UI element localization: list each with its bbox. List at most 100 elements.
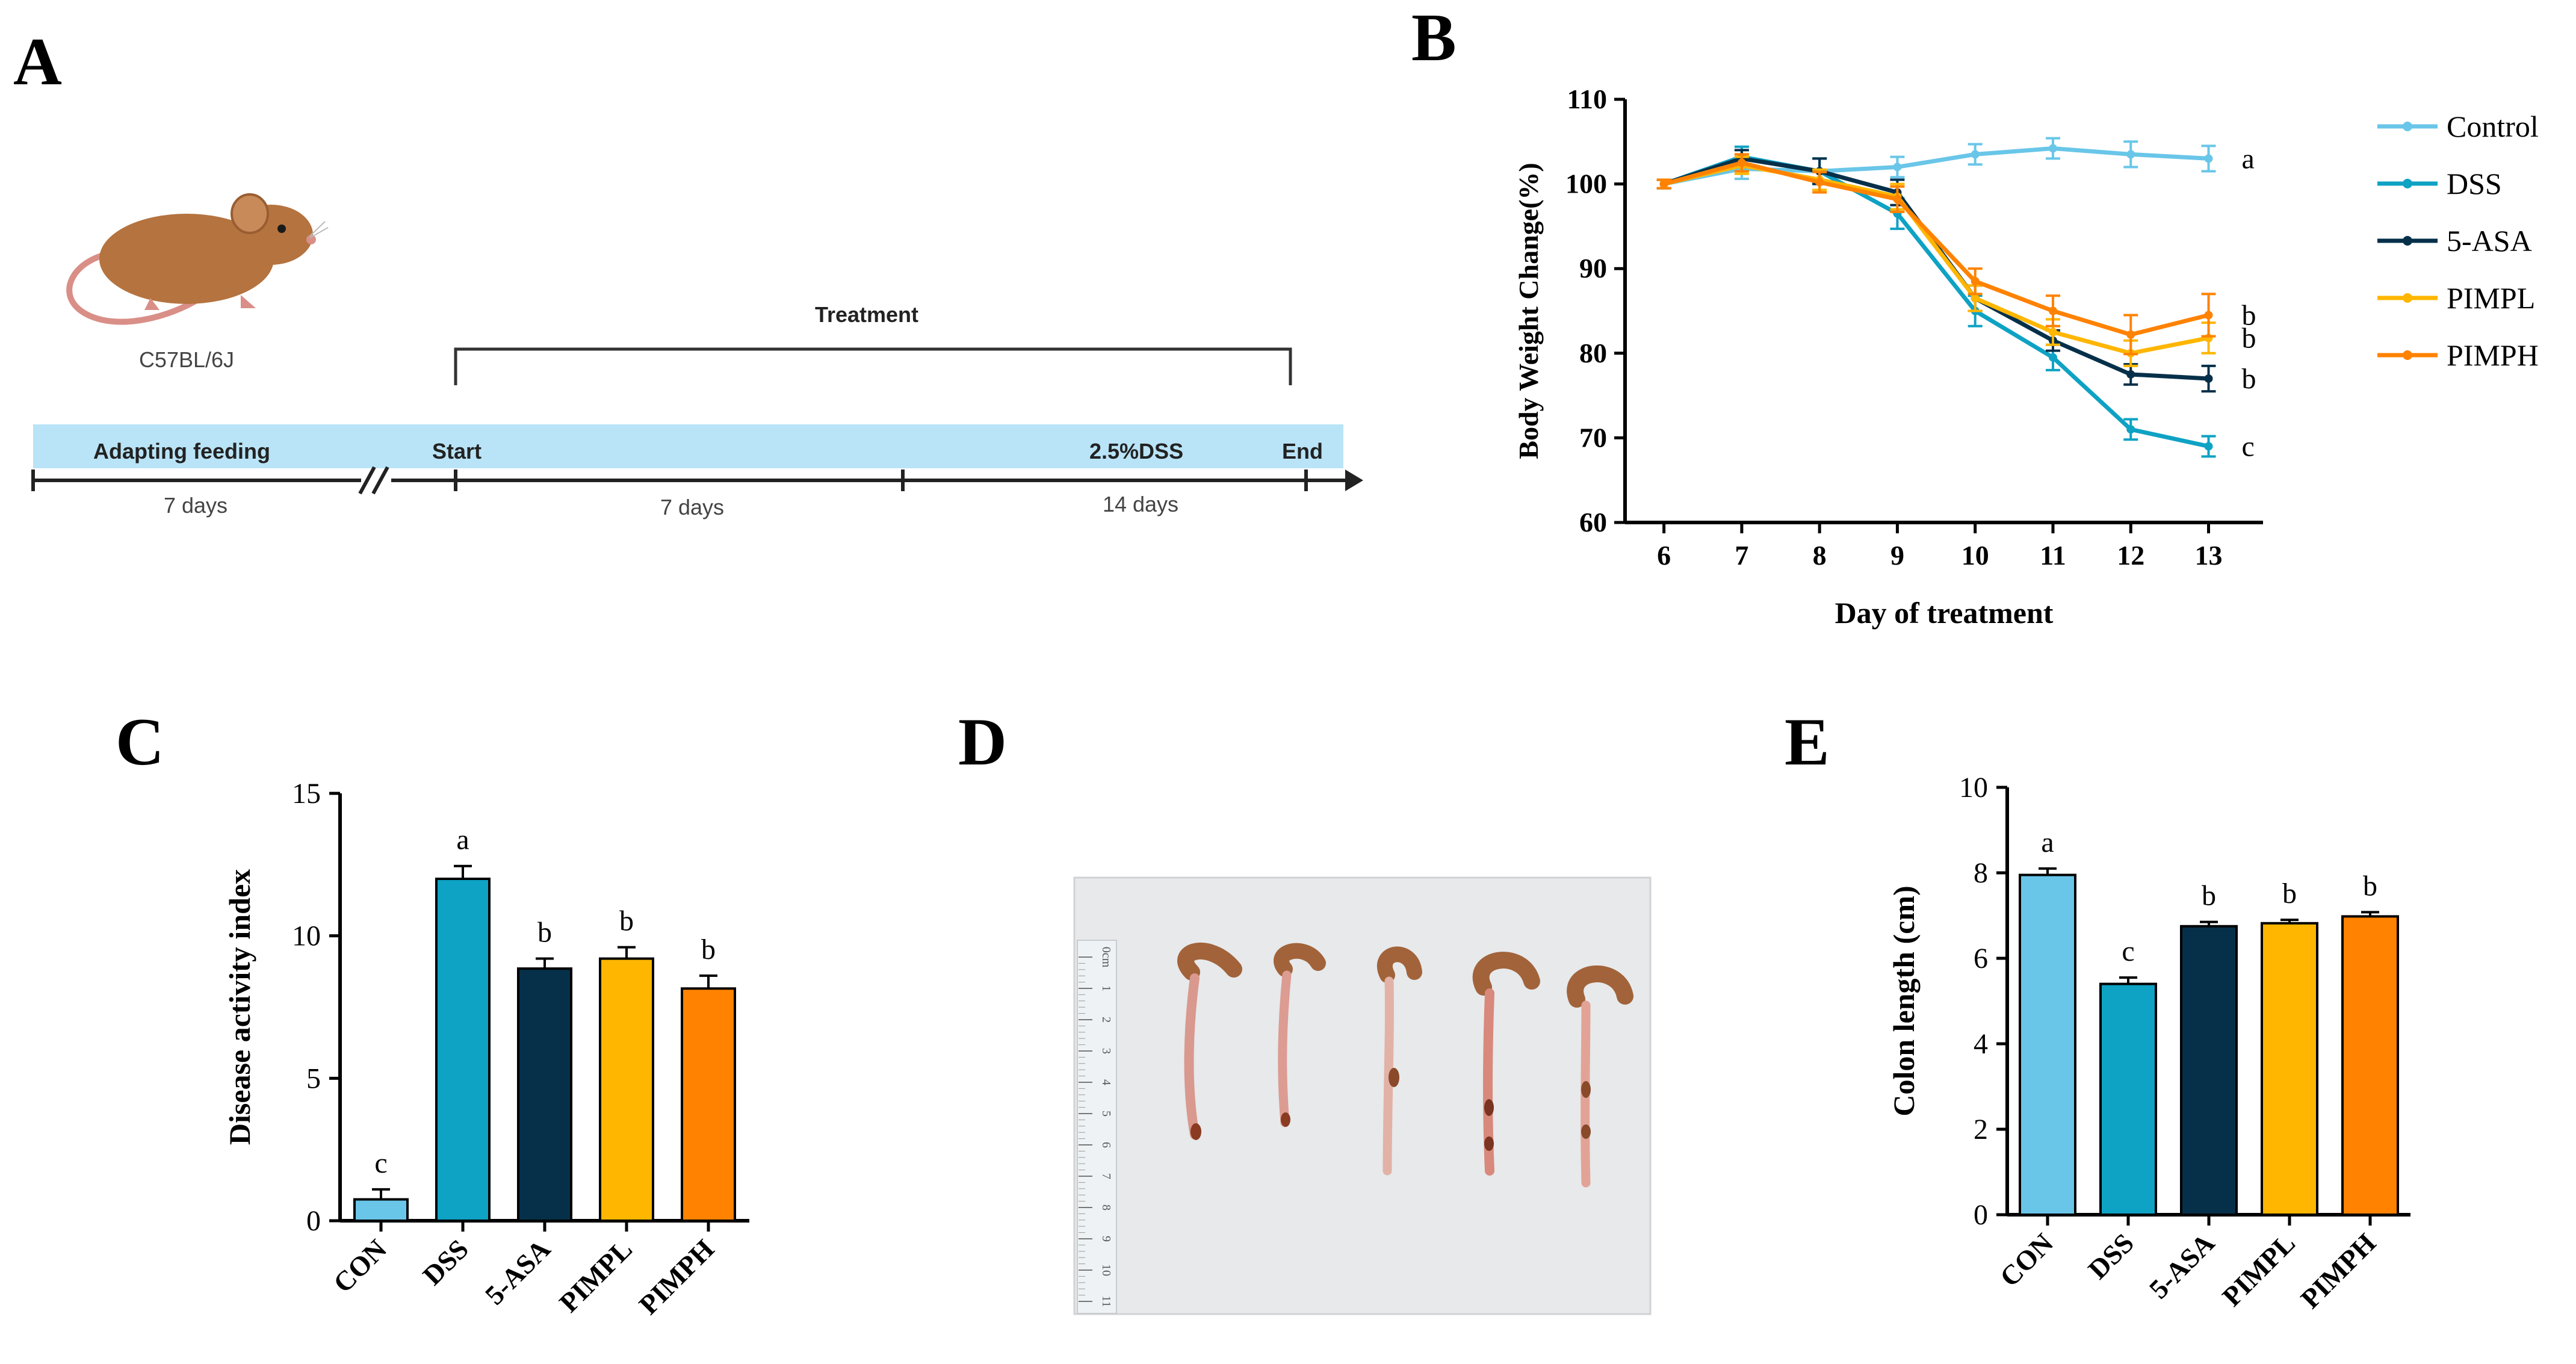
x-tick-label: CON [327, 1233, 392, 1298]
ruler-number: 6 [1100, 1142, 1113, 1148]
x-tick-label: 10 [1961, 540, 1989, 571]
series-line [1663, 155, 2209, 448]
colon-sample-3 [1377, 946, 1422, 1176]
y-tick-label: 100 [1565, 169, 1607, 199]
series-line [1663, 160, 2209, 337]
legend-label: 5-ASA [2447, 224, 2532, 258]
ruler-number: 2 [1100, 1017, 1113, 1023]
colon-sample-5 [1567, 965, 1633, 1188]
data-point [2126, 425, 2135, 434]
ruler-number: 7 [1100, 1173, 1113, 1179]
legend-marker [2403, 122, 2412, 131]
significance-letter: c [2122, 935, 2134, 967]
data-point [2204, 442, 2213, 451]
significance-letter: a [2242, 143, 2255, 175]
legend-label: PIMPL [2447, 281, 2535, 315]
data-point [1659, 179, 1668, 188]
colon-photo: 0cm 1 2 3 4 5 6 7 8 9 10 11 [1073, 876, 1652, 1315]
start-label: Start [432, 439, 481, 463]
panel-d: D 0cm 1 2 3 4 5 6 7 8 9 10 11 [958, 705, 1652, 1315]
y-tick-label: 0 [306, 1205, 321, 1237]
bar-con [2019, 873, 2076, 1217]
significance-letter: c [374, 1147, 387, 1179]
x-tick-label: 12 [2117, 540, 2144, 571]
data-point [1815, 178, 1824, 187]
data-point [2204, 311, 2213, 320]
x-tick-label: 6 [1657, 540, 1671, 571]
x-tick-label: 5-ASA [479, 1233, 556, 1310]
data-point [2126, 370, 2135, 379]
panel-label-e: E [1785, 705, 1830, 780]
timeline-arrow [1345, 470, 1363, 491]
significance-letter: b [2242, 300, 2256, 332]
significance-letter: b [2282, 878, 2297, 910]
mouse-nose [306, 235, 316, 244]
x-tick-label: DSS [416, 1233, 474, 1291]
ruler-number: 5 [1100, 1111, 1113, 1117]
x-tick-label: DSS [2082, 1227, 2140, 1285]
y-tick-label: 0 [1974, 1199, 1988, 1231]
bar-pimph [2341, 915, 2399, 1217]
ruler-number: 0cm [1100, 947, 1113, 968]
x-tick-label: 9 [1890, 540, 1904, 571]
ruler-number: 8 [1100, 1204, 1113, 1211]
panel-label-c: C [116, 705, 164, 780]
data-point [1971, 294, 1980, 303]
x-tick-label: PIMPH [633, 1233, 720, 1321]
y-tick-label: 5 [306, 1062, 321, 1094]
y-tick-label: 10 [292, 920, 321, 952]
y-tick-label: 15 [292, 778, 321, 810]
panel-label-a: A [13, 25, 62, 99]
data-point [1893, 194, 1902, 203]
mouse-ear [231, 193, 269, 234]
significance-letter: a [456, 824, 469, 856]
bar-pimpl [599, 957, 654, 1222]
data-point [2048, 144, 2057, 153]
bar-pimpl [2261, 922, 2318, 1217]
line-chart-body-weight: 60 70 80 90 100 110 6 7 8 9 10 11 12 13 Day of treatme… [1513, 84, 2539, 630]
y-axis-label: Colon length (cm) [1887, 885, 1921, 1116]
bar-5-asa [2180, 925, 2238, 1216]
significance-letter: b [2202, 880, 2216, 912]
y-tick-label: 8 [1974, 857, 1988, 889]
legend-label: DSS [2447, 167, 2502, 200]
ruler-number: 3 [1100, 1048, 1113, 1054]
legend-label: Control [2447, 110, 2539, 143]
x-tick-label: PIMPL [2216, 1227, 2301, 1312]
data-point [2126, 330, 2135, 339]
duration-pretreatment: 7 days [660, 495, 724, 519]
significance-letter: b [2242, 322, 2256, 354]
mouse-eye [277, 225, 286, 233]
data-point [1971, 150, 1980, 159]
mouse-tail [66, 250, 208, 325]
panel-label-d: D [958, 705, 1007, 780]
treatment-label: Treatment [815, 302, 918, 327]
data-point [1971, 277, 1980, 286]
panel-label-b: B [1411, 1, 1457, 75]
legend-marker [2403, 293, 2412, 303]
y-tick-label: 90 [1579, 253, 1607, 284]
panel-b: B 60 70 80 90 100 110 6 7 8 9 10 11 12 13 Day of treat… [1411, 1, 2539, 630]
colon-sample-2 [1274, 943, 1326, 1127]
significance-letter: b [2363, 870, 2377, 902]
adapting-feeding-label: Adapting feeding [93, 439, 270, 463]
treatment-bracket [454, 347, 1292, 385]
series-5-asa: b 5-ASA [1656, 149, 2532, 395]
ruler-number: 1 [1100, 985, 1113, 991]
legend-marker [2403, 350, 2412, 360]
bar-chart-colon-length: 0 2 4 6 8 10 Colon length (cm) a CON c DSS b 5-ASA b P… [1887, 772, 2410, 1314]
data-point [2126, 150, 2135, 159]
x-tick-label: 11 [2040, 540, 2066, 571]
timeline-bar [33, 424, 1343, 468]
data-point [2204, 374, 2213, 383]
data-point [2048, 306, 2057, 315]
panel-a: A C57BL/6J Treatment Adapting feeding St… [13, 25, 1363, 519]
y-tick-label: 10 [1959, 772, 1988, 804]
mouse-illustration [66, 193, 329, 325]
y-tick-label: 80 [1579, 338, 1607, 368]
y-tick-label: 60 [1579, 507, 1607, 538]
y-tick-label: 110 [1567, 84, 1607, 114]
x-tick-label: PIMPH [2295, 1227, 2382, 1315]
colon-sample-1 [1177, 943, 1242, 1140]
